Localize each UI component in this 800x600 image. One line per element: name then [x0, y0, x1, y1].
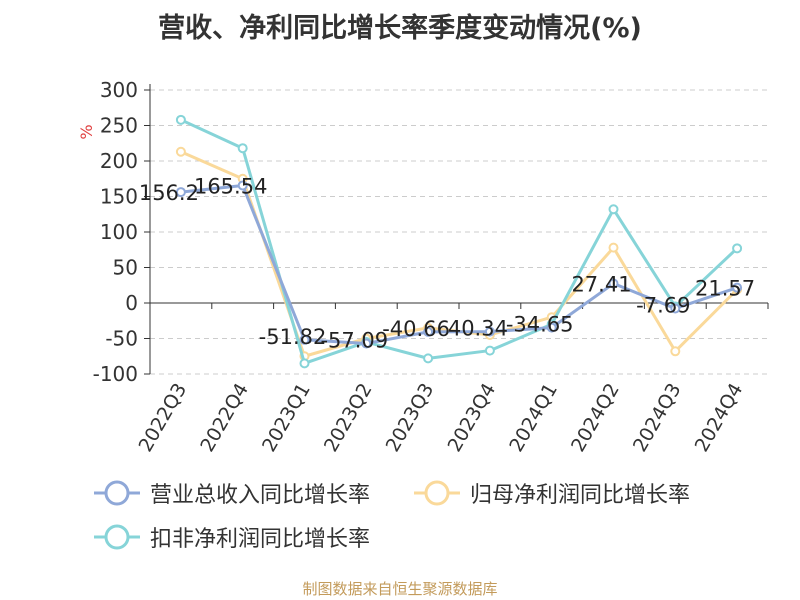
x-tick-label: 2024Q3: [629, 380, 686, 456]
y-tick-label: 250: [100, 114, 138, 138]
legend-swatch-marker: [104, 524, 130, 550]
data-point: [423, 326, 434, 337]
data-point: [484, 326, 495, 337]
data-label: -34.65: [506, 313, 574, 337]
data-point: [361, 338, 372, 349]
x-tick-label: 2024Q2: [567, 380, 624, 456]
data-label: -40.66: [382, 317, 450, 341]
y-tick-label: 200: [100, 149, 138, 173]
y-tick-label: 150: [100, 185, 138, 209]
data-point: [423, 353, 434, 364]
x-tick-label: 2023Q4: [443, 380, 500, 456]
data-label: -7.69: [636, 293, 690, 317]
grid-lines: [150, 89, 768, 375]
data-point: [608, 242, 619, 253]
legend-swatch-icon: [94, 480, 140, 506]
y-tick-label: 50: [113, 256, 138, 280]
x-tick-label: 2024Q1: [505, 380, 562, 456]
legend-label: 扣非净利润同比增长率: [150, 527, 371, 552]
data-point: [732, 243, 743, 254]
data-label: 156.2: [139, 181, 199, 205]
x-tick-label: 2022Q4: [196, 380, 253, 456]
data-point: [299, 358, 310, 369]
x-tick-label: 2023Q2: [320, 380, 377, 456]
legend-label: 营业总收入同比增长率: [150, 483, 371, 508]
x-tick-label: 2023Q3: [382, 380, 439, 456]
y-tick-label: 100: [100, 220, 138, 244]
data-point: [670, 303, 681, 314]
data-label: 165.54: [194, 174, 267, 198]
series-lines: [175, 114, 743, 369]
data-point: [175, 187, 186, 198]
data-label: 21.57: [695, 277, 755, 301]
y-axis-label: %: [77, 124, 96, 139]
data-point: [670, 346, 681, 357]
data-point: [237, 180, 248, 191]
series-line: [179, 183, 739, 346]
data-point: [237, 143, 248, 154]
data-point: [732, 282, 743, 293]
data-point: [608, 204, 619, 215]
data-source-note: 制图数据来自恒生聚源数据库: [302, 580, 498, 598]
data-label: -57.09: [320, 329, 388, 353]
data-point: [484, 345, 495, 356]
y-tick-label: -50: [105, 327, 138, 351]
legend-label: 归母净利润同比增长率: [470, 483, 691, 508]
data-point: [175, 146, 186, 157]
x-tick-label: 2024Q4: [691, 380, 748, 456]
data-point: [546, 322, 557, 333]
data-point: [608, 278, 619, 289]
y-tick-label: -100: [93, 362, 138, 386]
chart-title: 营收、净利同比增长率季度变动情况(%): [158, 13, 642, 44]
legend-swatch-icon: [414, 480, 460, 506]
data-point: [299, 334, 310, 345]
legend-item[interactable]: 营业总收入同比增长率: [92, 476, 370, 510]
legend-swatch-marker: [424, 480, 450, 506]
data-point: [175, 114, 186, 125]
y-tick-label: 300: [100, 78, 138, 102]
legend-swatch-marker: [104, 480, 130, 506]
y-tick-label: 0: [125, 291, 138, 315]
data-label: 27.41: [571, 273, 631, 297]
legend-item[interactable]: 扣非净利润同比增长率: [92, 520, 370, 554]
x-tick-label: 2023Q1: [258, 380, 315, 456]
data-label: 40.34: [448, 317, 508, 341]
series-line: [179, 118, 739, 365]
legend-item[interactable]: 归母净利润同比增长率: [412, 476, 690, 510]
data-label: -51.82: [259, 325, 327, 349]
legend-swatch-icon: [94, 524, 140, 550]
x-tick-label: 2022Q3: [134, 380, 191, 456]
